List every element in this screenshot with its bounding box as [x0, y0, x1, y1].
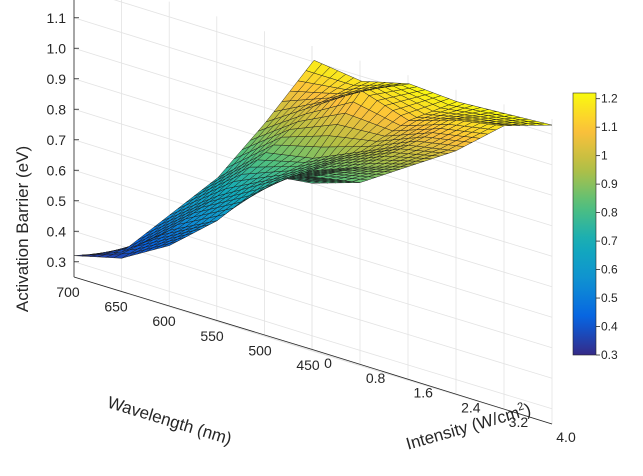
surface-patch — [305, 60, 323, 74]
x-tick-label: 650 — [104, 299, 128, 315]
colorbar-tick-label: 0.7 — [601, 234, 618, 248]
z-tick-label: 1.1 — [47, 10, 67, 26]
colorbar-tick-label: 0.5 — [601, 291, 618, 305]
axes-frame — [73, 0, 553, 425]
z-tick-label: 0.9 — [47, 71, 67, 87]
x-tick-label: 700 — [56, 284, 80, 300]
x-tick-label: 500 — [248, 342, 272, 358]
z-tick-label: 0.6 — [47, 162, 67, 178]
x-axis-label: Wavelength (nm) — [105, 393, 234, 449]
colorbar-tick-label: 1.1 — [601, 120, 618, 134]
z-tick-label: 0.7 — [47, 132, 67, 148]
axis-ticks: 0.30.40.50.60.70.80.91.01.11.27006506005… — [47, 10, 576, 445]
y-tick-label: 1.6 — [413, 385, 433, 401]
y-tick-label: 3.2 — [509, 414, 529, 430]
y-axis-line — [313, 349, 553, 425]
z-tick-label: 0.3 — [47, 254, 67, 270]
z-grid-line — [73, 261, 553, 410]
z-tick-label: 0.8 — [47, 101, 67, 117]
colorbar-tick-label: 1.2 — [601, 92, 618, 106]
z-grid-line — [73, 200, 553, 349]
z-tick-label: 0.4 — [47, 223, 67, 239]
colorbar-tick-label: 0.8 — [601, 206, 618, 220]
z-tick-label: 0.5 — [47, 193, 67, 209]
z-tick-label: 1.0 — [47, 40, 67, 56]
colorbar-tick-label: 0.4 — [601, 320, 618, 334]
y-tick-label: 4.0 — [556, 429, 576, 445]
y-tick-label: 2.4 — [461, 399, 481, 415]
colorbar-tick-label: 0.3 — [601, 348, 618, 362]
x-axis-line — [73, 276, 315, 351]
y-axis-label-tail: ) — [522, 400, 533, 420]
y-tick-label: 0 — [324, 355, 332, 371]
y-tick-label: 0.8 — [366, 370, 386, 386]
x-tick-label: 450 — [296, 357, 320, 373]
colorbar-tick-label: 0.6 — [601, 263, 618, 277]
surface-mesh — [73, 60, 553, 259]
z-axis-label: Activation Barrier (eV) — [13, 146, 32, 312]
colorbar — [572, 92, 597, 356]
colorbar-tick-label: 1 — [601, 149, 608, 163]
x-tick-label: 550 — [200, 328, 224, 344]
x-tick-label: 600 — [152, 313, 176, 329]
colorbar-ticks: 0.3 0.4 0.5 0.6 0.7 0.8 0.9 1 1.1 1.2 — [596, 92, 618, 362]
y-axis-label-superscript: 2 — [516, 400, 525, 413]
colorbar-tick-label: 0.9 — [601, 177, 618, 191]
